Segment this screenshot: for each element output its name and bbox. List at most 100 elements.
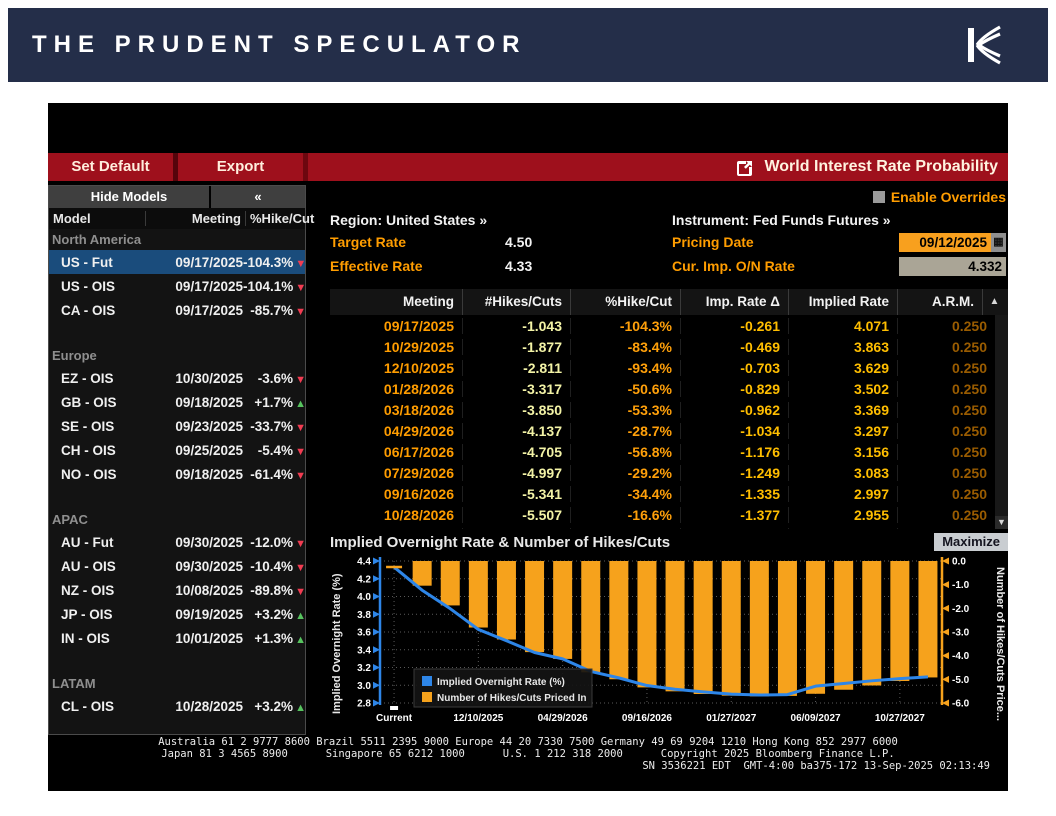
enable-overrides-label: Enable Overrides	[890, 189, 1006, 205]
cell-meeting: 01/28/2026	[383, 380, 454, 397]
left-axis-label: Implied Overnight Rate (%)	[331, 573, 343, 715]
model-name: EZ - OIS	[61, 370, 114, 386]
model-row[interactable]: AU - Fut 09/30/2025 -12.0% ▼	[49, 530, 306, 554]
meetings-table-body: 09/17/2025 -1.043 -104.3% -0.261 4.071 0.250 1…	[330, 315, 1008, 529]
brand-header: THE PRUDENT SPECULATOR	[8, 8, 1048, 82]
model-row[interactable]: CL - OIS 10/28/2025 +3.2% ▲	[49, 694, 306, 718]
sidebar-column-headers: Model Meeting %Hike/Cut	[49, 208, 314, 229]
model-meeting: 09/17/2025	[175, 278, 243, 294]
model-meeting: 09/25/2025	[175, 442, 243, 458]
calendar-icon[interactable]: ▦	[991, 232, 1006, 252]
chart-bar	[721, 561, 741, 696]
model-row[interactable]: US - Fut 09/17/2025 -104.3% ▼	[49, 250, 307, 274]
cell-implied-rate: 3.502	[788, 380, 897, 397]
table-scrollbar[interactable]: ▼	[995, 315, 1008, 529]
left-tick-label: 2.8	[357, 699, 371, 710]
terminal-window: Set Default Export World Interest Rate P…	[48, 103, 1008, 791]
cell-hike-cut-pct: -56.8%	[570, 443, 680, 460]
right-tick-label: 0.0	[952, 557, 966, 568]
cell-imp-rate-delta: -1.412	[680, 527, 788, 529]
col-hikes-cuts[interactable]: #Hikes/Cuts	[462, 289, 570, 315]
down-triangle-icon: ▼	[295, 445, 306, 458]
left-tick-label: 3.2	[357, 663, 371, 674]
cell-hike-cut-pct: -50.6%	[570, 380, 680, 397]
model-hike-cut: -12.0% ▼	[250, 534, 306, 550]
cell-hikes-cuts: -1.043	[462, 317, 570, 334]
footer-line-3: SN 3536221 EDT GMT-4:00 ba375-172 13-Sep…	[642, 760, 990, 772]
instrument-row[interactable]: Instrument: Fed Funds Futures »	[672, 209, 891, 231]
model-row[interactable]: CA - OIS 09/17/2025 -85.7% ▼	[49, 298, 306, 322]
cur-imp-rate-input[interactable]: 4.332	[899, 256, 1006, 276]
model-row[interactable]: NZ - OIS 10/08/2025 -89.8% ▼	[49, 578, 306, 602]
region-value[interactable]: United States »	[386, 212, 488, 228]
open-external-icon[interactable]	[737, 159, 754, 176]
model-row[interactable]: JP - OIS 09/19/2025 +3.2% ▲	[49, 602, 306, 626]
col-arm[interactable]: A.R.M.	[897, 289, 982, 315]
cell-imp-rate-delta: -1.176	[680, 443, 788, 460]
model-row[interactable]: EZ - OIS 10/30/2025 -3.6% ▼	[49, 366, 306, 390]
maximize-button[interactable]: Maximize	[934, 533, 1008, 551]
instrument-value[interactable]: Fed Funds Futures »	[752, 212, 891, 228]
model-row[interactable]: SE - OIS 09/23/2025 -33.7% ▼	[49, 414, 306, 438]
model-name: US - Fut	[61, 254, 113, 270]
scroll-down-icon[interactable]: ▼	[995, 516, 1008, 529]
col-implied-rate[interactable]: Implied Rate	[788, 289, 897, 315]
col-imp-rate-delta[interactable]: Imp. Rate Δ	[680, 289, 788, 315]
set-default-button[interactable]: Set Default	[48, 153, 173, 181]
col-hikecut: %Hike/Cut	[245, 211, 314, 226]
left-tick-label: 3.8	[357, 610, 371, 621]
model-row[interactable]: GB - OIS 09/18/2025 +1.7% ▲	[49, 390, 306, 414]
cell-hikes-cuts: -1.877	[462, 338, 570, 355]
cell-implied-rate: 3.156	[788, 443, 897, 460]
current-x-marker	[390, 706, 399, 710]
pricing-date-input[interactable]: 09/12/2025	[899, 232, 991, 252]
table-row[interactable]: 09/16/2026 -5.341 -34.4% -1.335 2.997 0.250	[330, 483, 1008, 504]
model-row[interactable]: NO - OIS 09/18/2025 -61.4% ▼	[49, 462, 306, 486]
chart-legend	[413, 668, 593, 708]
table-row[interactable]: 10/29/2025 -1.877 -83.4% -0.469 3.863 0.250	[330, 336, 1008, 357]
right-tick-label: -6.0	[952, 699, 970, 710]
cell-imp-rate-delta: -0.261	[680, 317, 788, 334]
table-row[interactable]: 12/10/2025 -2.811 -93.4% -0.703 3.629 0.250	[330, 357, 1008, 378]
scroll-up-icon[interactable]: ▲	[982, 289, 1008, 315]
table-row[interactable]: 01/28/2026 -3.317 -50.6% -0.829 3.502 0.250	[330, 378, 1008, 399]
table-row[interactable]: 10/28/2026 -5.507 -16.6% -1.377 2.955 0.250	[330, 504, 1008, 525]
model-row[interactable]: AU - OIS 09/30/2025 -10.4% ▼	[49, 554, 306, 578]
region-row[interactable]: Region: United States »	[330, 209, 487, 231]
col-hike-cut-pct[interactable]: %Hike/Cut	[570, 289, 680, 315]
cell-implied-rate: 2.920	[788, 527, 897, 529]
left-tick-label: 3.6	[357, 628, 371, 639]
table-row[interactable]: 04/29/2026 -4.137 -28.7% -1.034 3.297 0.250	[330, 420, 1008, 441]
cell-hike-cut-pct: -16.6%	[570, 506, 680, 523]
chart-section: Implied Overnight Rate & Number of Hikes…	[330, 531, 1008, 736]
chart-bar	[581, 561, 601, 673]
cell-hike-cut-pct: -104.3%	[570, 317, 680, 334]
kovitz-k-logo	[968, 25, 1001, 65]
model-name: GB - OIS	[61, 394, 117, 410]
table-row[interactable]: 06/17/2026 -4.705 -56.8% -1.176 3.156 0.250	[330, 441, 1008, 462]
legend-swatch	[422, 676, 432, 686]
cell-hikes-cuts: -2.811	[462, 359, 570, 376]
export-button[interactable]: Export	[178, 153, 303, 181]
collapse-sidebar-button[interactable]: «	[211, 186, 305, 208]
model-row[interactable]: IN - OIS 10/01/2025 +1.3% ▲	[49, 626, 306, 650]
cell-imp-rate-delta: -1.249	[680, 464, 788, 481]
table-row[interactable]: 12/09/2026-5.648-14.1%-1.4122.9200.250	[330, 525, 1008, 529]
chart-bar	[468, 561, 488, 628]
col-meeting[interactable]: Meeting	[402, 294, 454, 309]
enable-overrides-checkbox[interactable]	[872, 191, 885, 203]
model-row[interactable]: US - OIS 09/17/2025 -104.1% ▼	[49, 274, 306, 298]
hide-models-button[interactable]: Hide Models	[49, 186, 209, 208]
x-tick-label: 12/10/2025	[453, 713, 503, 724]
model-name: IN - OIS	[61, 630, 110, 646]
table-row[interactable]: 03/18/2026 -3.850 -53.3% -0.962 3.369 0.250	[330, 399, 1008, 420]
chart-bar	[609, 561, 629, 680]
model-hike-cut: -61.4% ▼	[250, 466, 306, 482]
down-triangle-icon: ▼	[295, 257, 307, 270]
cell-imp-rate-delta: -1.034	[680, 422, 788, 439]
table-row[interactable]: 09/17/2025 -1.043 -104.3% -0.261 4.071 0.250	[330, 315, 1008, 336]
model-row[interactable]: CH - OIS 09/25/2025 -5.4% ▼	[49, 438, 306, 462]
table-row[interactable]: 07/29/2026 -4.997 -29.2% -1.249 3.083 0.250	[330, 462, 1008, 483]
cell-hike-cut-pct: -14.1%	[570, 527, 680, 529]
brand-title: THE PRUDENT SPECULATOR	[32, 31, 527, 58]
